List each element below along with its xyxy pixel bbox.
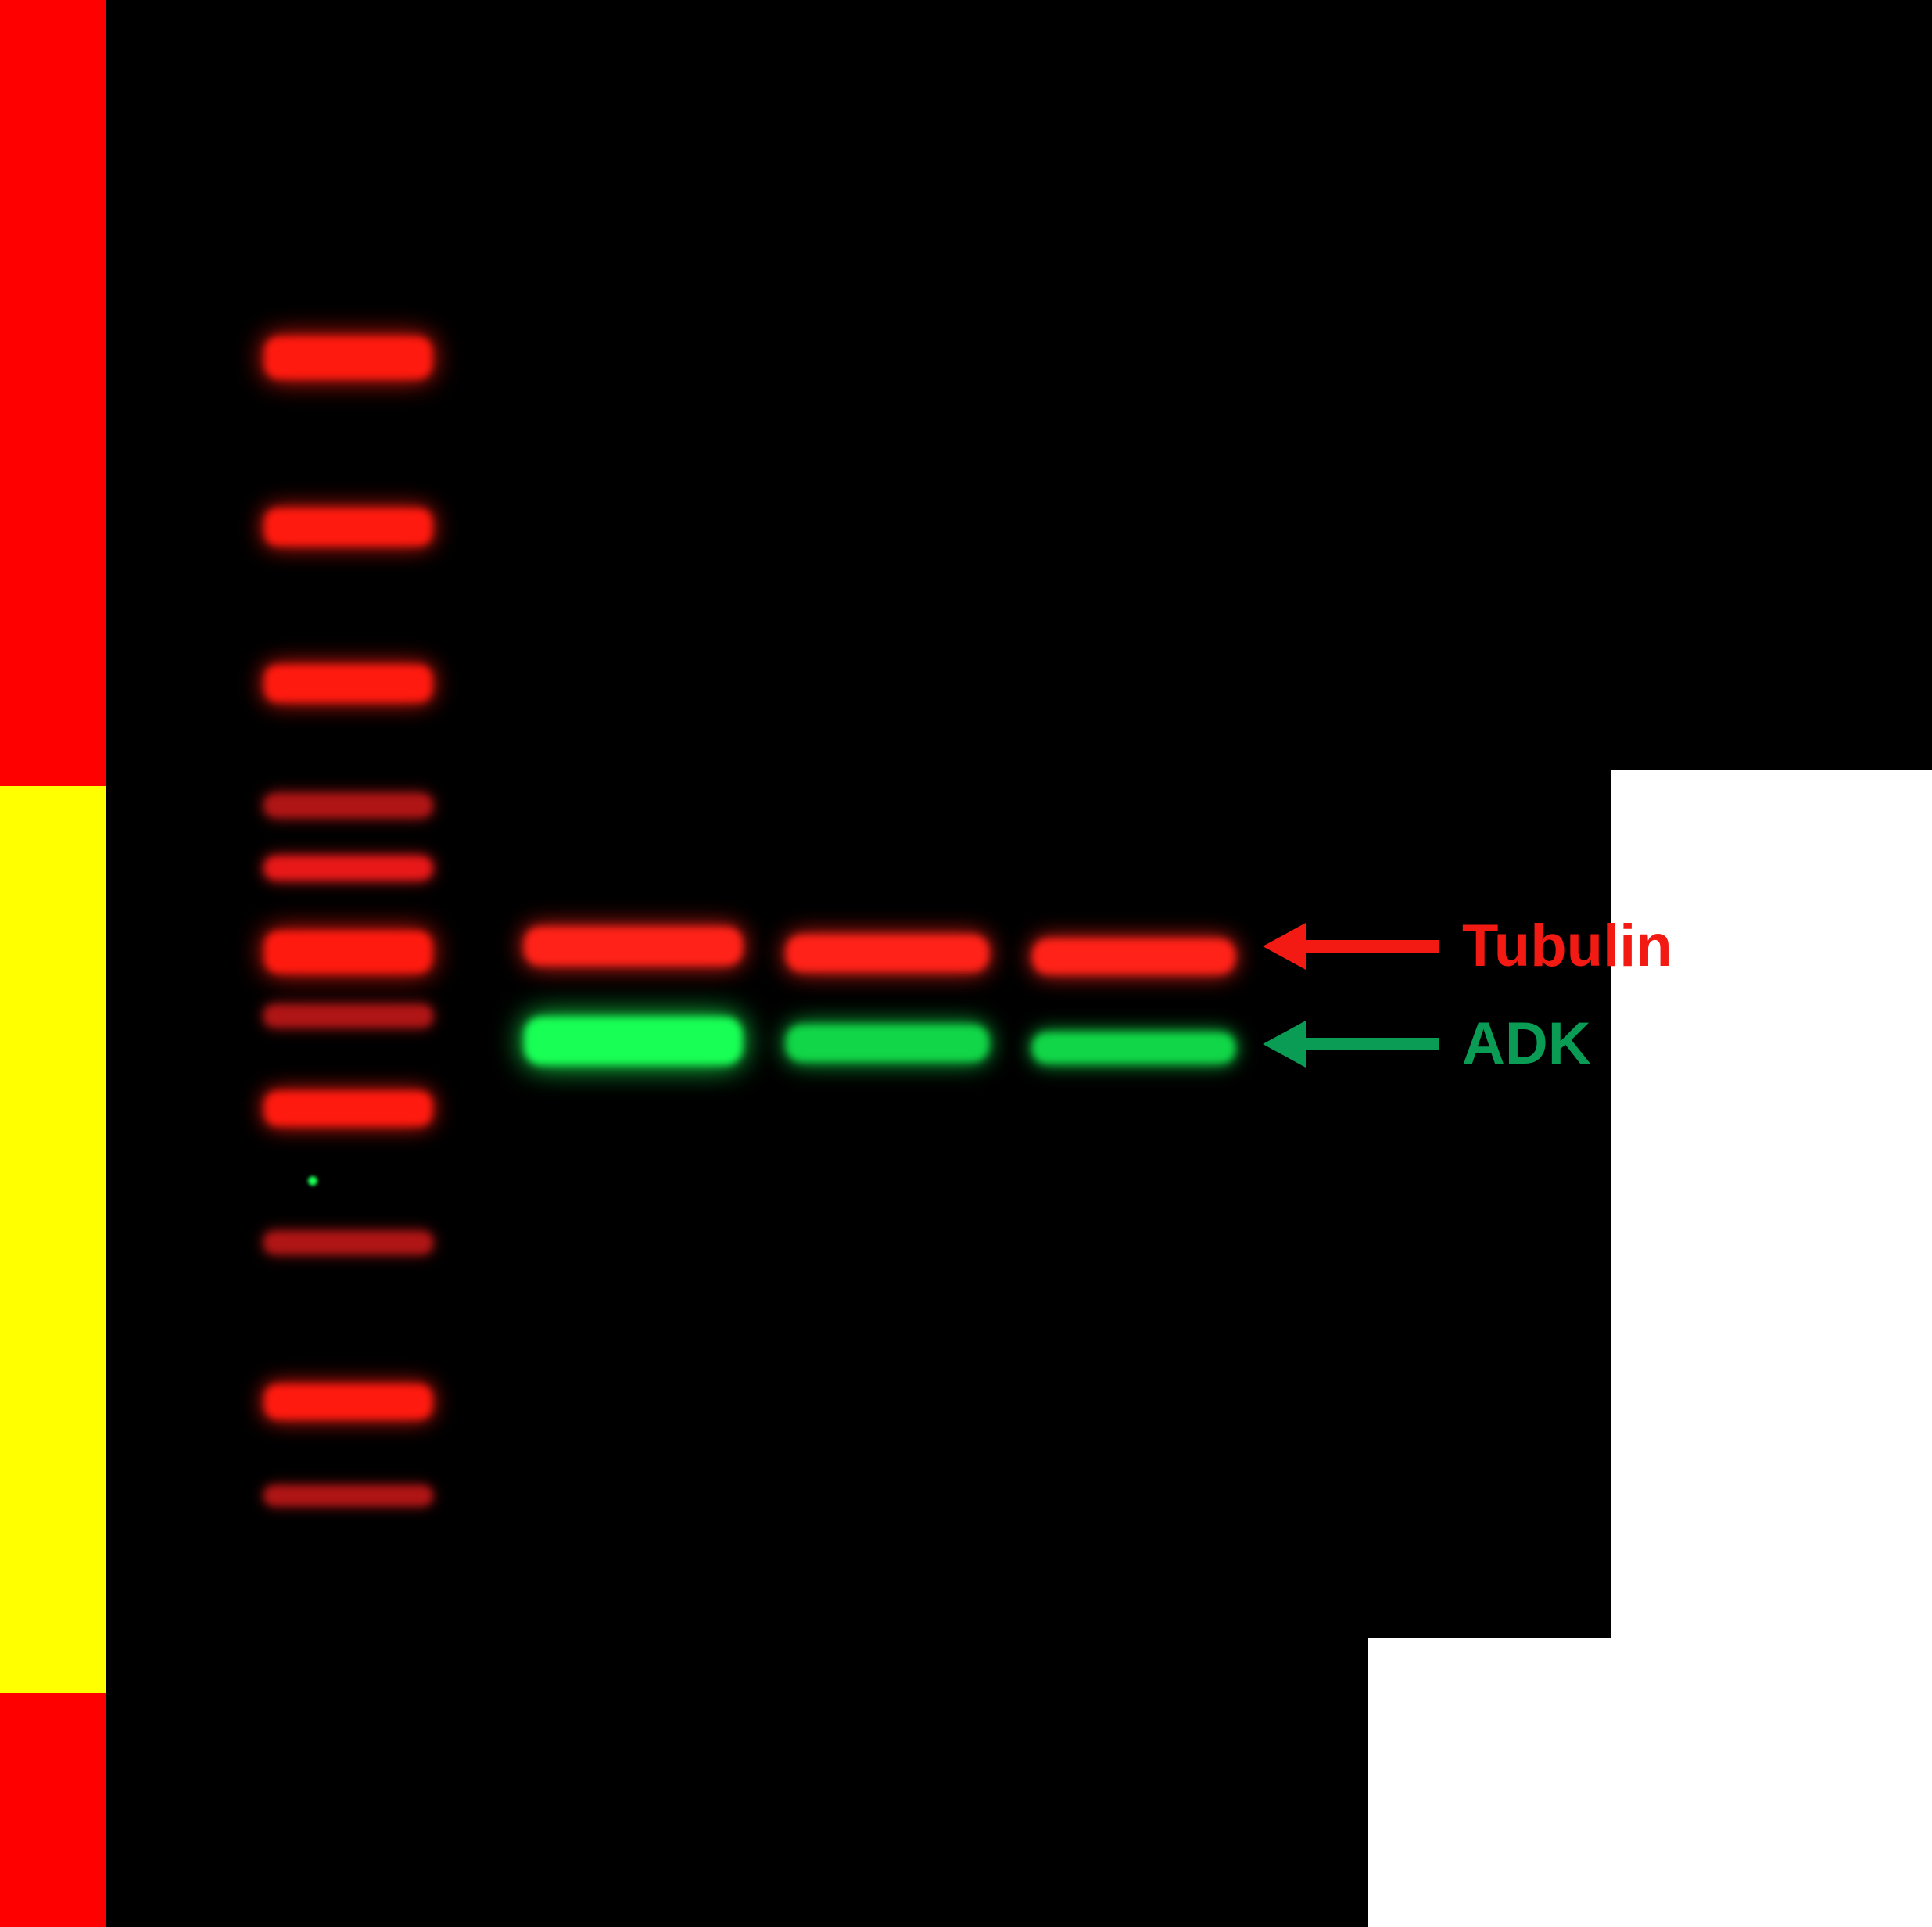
adk-arrow-label: ADK: [1462, 1010, 1591, 1078]
ladder-band-1: [264, 336, 432, 379]
black-main3: [106, 1638, 1368, 1927]
ladder-band-9: [264, 1232, 432, 1254]
adk-lane-2: [786, 1025, 989, 1062]
ladder-band-8: [264, 1091, 432, 1126]
ladder-band-2: [264, 508, 432, 546]
tubulin-arrow-icon: [1263, 923, 1439, 970]
ladder-band-7: [264, 1005, 432, 1027]
tubulin-arrow: Tubulin: [1263, 905, 1672, 988]
ladder-band-11: [264, 1486, 432, 1505]
tubulin-lane-3: [1032, 938, 1235, 974]
tubulin-lane-2: [786, 935, 989, 972]
ladder-band-6: [264, 931, 432, 974]
adk-arrow: ADK: [1263, 1003, 1591, 1086]
ladder-band-5: [264, 856, 432, 880]
tubulin-lane-1: [524, 927, 743, 966]
ladder-band-10: [264, 1384, 432, 1419]
red-left-bar: [0, 0, 106, 786]
adk-arrow-icon: [1263, 1021, 1439, 1068]
artifact-dot: [308, 1176, 317, 1186]
ladder-band-4: [264, 794, 432, 817]
white-bot-right: [1368, 1638, 1932, 1927]
ladder-band-3: [264, 665, 432, 702]
adk-lane-3: [1032, 1032, 1235, 1064]
yellow-left-bar: [0, 786, 106, 1693]
tubulin-arrow-label: Tubulin: [1462, 912, 1672, 980]
black-main2: [106, 770, 1611, 1638]
adk-lane-1: [524, 1017, 743, 1065]
red-bot-left: [0, 1693, 106, 1927]
western-blot-figure: Tubulin ADK: [0, 0, 1932, 1927]
